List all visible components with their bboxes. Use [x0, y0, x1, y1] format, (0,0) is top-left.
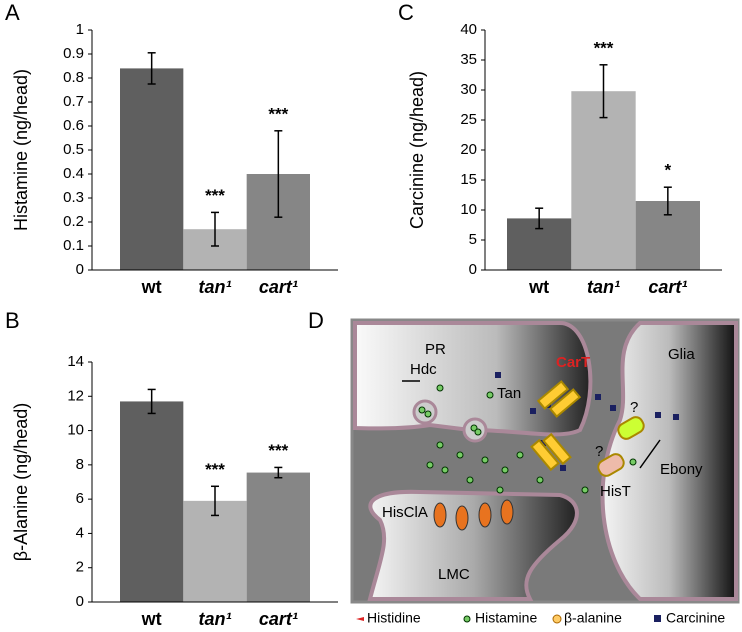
y-axis-title: Carcinine (ng/head) [407, 71, 427, 229]
label: Glia [668, 346, 695, 363]
label: Tan [497, 385, 521, 402]
label: LMC [438, 566, 470, 583]
glia [600, 321, 738, 601]
y-tick-label: 35 [460, 51, 477, 68]
label: ? [630, 399, 638, 416]
legend-label: β-alanine [564, 610, 622, 626]
y-tick-label: 0.2 [63, 213, 84, 230]
y-axis-title: β-Alanine (ng/head) [11, 403, 31, 561]
x-tick-label: cart¹ [259, 277, 298, 297]
bar [120, 68, 184, 271]
y-tick-label: 4 [76, 524, 84, 541]
significance: *** [594, 38, 614, 57]
y-tick-label: 15 [460, 171, 477, 188]
y-tick-label: 30 [460, 81, 477, 98]
panel-label: A [5, 0, 20, 25]
y-tick-label: 6 [76, 490, 84, 507]
bar [246, 472, 310, 602]
x-tick-label: wt [528, 277, 549, 297]
y-tick-label: 5 [469, 231, 477, 248]
lmc [367, 489, 579, 601]
y-tick-label: 0.3 [63, 189, 84, 206]
label: Ebony [660, 461, 703, 478]
y-tick-label: 0.1 [63, 237, 84, 254]
label: PR [425, 341, 446, 358]
y-tick-label: 0.8 [63, 69, 84, 86]
y-tick-label: 1 [76, 21, 84, 38]
y-tick-label: 0.7 [63, 93, 84, 110]
x-tick-label: tan¹ [199, 609, 232, 629]
x-tick-label: wt [141, 609, 162, 629]
vesicle [412, 399, 438, 425]
y-tick-label: 20 [460, 141, 477, 158]
label: ? [595, 443, 603, 460]
significance: *** [268, 104, 288, 123]
legend: Histidine Histamine β-alanine Carcinine [356, 610, 725, 626]
y-tick-label: 12 [67, 387, 84, 404]
y-axis-title: Histamine (ng/head) [11, 69, 31, 231]
legend-label: Carcinine [666, 610, 725, 626]
y-tick-label: 2 [76, 559, 84, 576]
panel-label: C [398, 0, 414, 25]
y-tick-label: 14 [67, 353, 84, 370]
y-tick-label: 8 [76, 456, 84, 473]
significance: *** [205, 460, 225, 479]
y-tick-label: 0.9 [63, 45, 84, 62]
panel-label: B [5, 308, 20, 333]
histamine-dots [418, 384, 637, 494]
hiscla-channels [433, 499, 514, 531]
y-tick-label: 25 [460, 111, 477, 128]
y-tick-label: 10 [460, 201, 477, 218]
x-tick-label: cart¹ [259, 609, 298, 629]
y-tick-label: 0 [76, 593, 84, 610]
panel-label: D [308, 308, 324, 333]
x-tick-label: tan¹ [199, 277, 232, 297]
legend-label: Histidine [367, 610, 421, 626]
y-tick-label: 0 [469, 261, 477, 278]
label: HisT [600, 483, 631, 500]
arrow [402, 380, 661, 469]
y-tick-label: 0.6 [63, 117, 84, 134]
x-tick-label: wt [141, 277, 162, 297]
diagram: D PR Glia LMC CarT Hdc Tan ? ? Ebony His… [308, 308, 740, 626]
x-tick-label: cart¹ [648, 277, 687, 297]
label: HisClA [382, 504, 428, 521]
legend-label: Histamine [475, 610, 537, 626]
x-tick-label: tan¹ [587, 277, 620, 297]
y-tick-label: 0.5 [63, 141, 84, 158]
label: Hdc [410, 361, 437, 378]
label: CarT [556, 354, 590, 371]
y-tick-label: 0 [76, 261, 84, 278]
y-tick-label: 0.4 [63, 165, 84, 182]
transporters [530, 380, 645, 477]
bar [183, 500, 247, 602]
significance: * [665, 161, 672, 180]
y-tick-label: 10 [67, 422, 84, 439]
significance: *** [268, 441, 288, 460]
bar [571, 91, 636, 270]
significance: *** [205, 186, 225, 205]
y-tick-label: 40 [460, 21, 477, 38]
bar [120, 401, 184, 602]
